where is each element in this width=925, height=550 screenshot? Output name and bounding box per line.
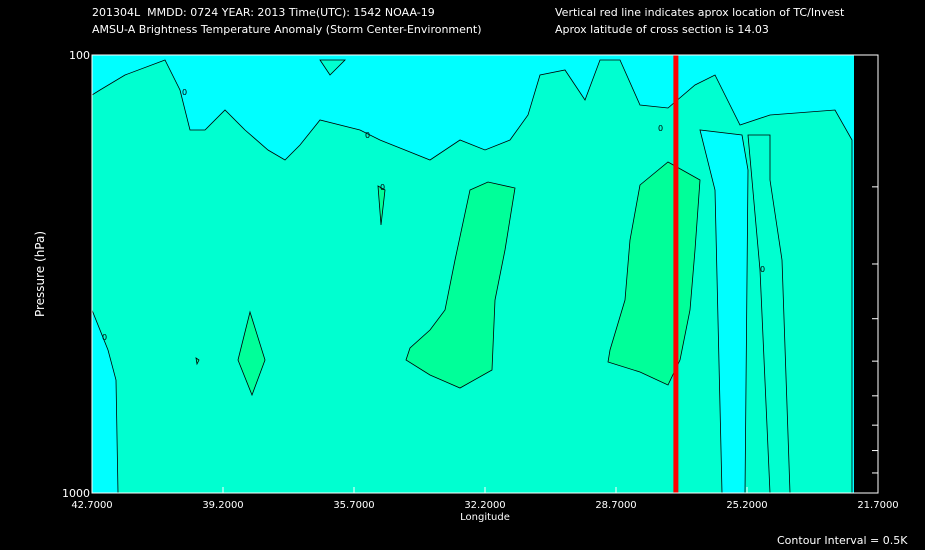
x-tick-label: 32.2000 [464,500,505,511]
green-cell-5 [195,357,200,366]
upper-cyan-region [92,55,878,493]
y-axis-ticks: 100 1000 [62,49,878,500]
header-note-2: Aprox latitude of cross section is 14.03 [555,23,769,36]
contour-label: 0 [380,183,385,192]
x-axis-ticks: 42.7000 39.2000 35.7000 32.2000 28.7000 25.20… [71,487,899,511]
contour-label: 0 [658,124,663,133]
x-axis-label: Longitude [460,512,510,523]
x-tick-label: 25.2000 [726,500,767,511]
contour-label: 0 [182,88,187,97]
y-tick-label: 1000 [62,487,90,500]
y-tick-label: 100 [69,49,90,62]
header-note-1: Vertical red line indicates aprox locati… [555,6,845,19]
contour-interval-note: Contour Interval = 0.5K [777,534,908,547]
top-aqua-lobe [319,59,346,76]
green-cell-4 [377,185,386,226]
green-cell-3 [237,310,266,397]
x-tick-label: 21.7000 [857,500,898,511]
x-tick-label: 35.7000 [333,500,374,511]
contour-labels: 0 0 0 0 0 0 [102,88,765,342]
x-tick-label: 39.2000 [202,500,243,511]
header-line-2: AMSU-A Brightness Temperature Anomaly (S… [92,23,482,36]
y-axis-label: Pressure (hPa) [33,231,47,317]
contour-field [92,55,878,493]
missing-data-strip [854,55,878,493]
right-cyan-region [699,129,749,493]
contour-label: 0 [102,333,107,342]
contour-label: 0 [760,265,765,274]
x-tick-label: 28.7000 [595,500,636,511]
header-line-1: 201304L MMDD: 0724 YEAR: 2013 Time(UTC):… [92,6,435,19]
left-cyan-region [92,309,119,493]
green-cell-1 [405,181,516,389]
x-tick-label: 42.7000 [71,500,112,511]
right-aqua-strip [747,134,791,493]
contour-label: 0 [365,131,370,140]
